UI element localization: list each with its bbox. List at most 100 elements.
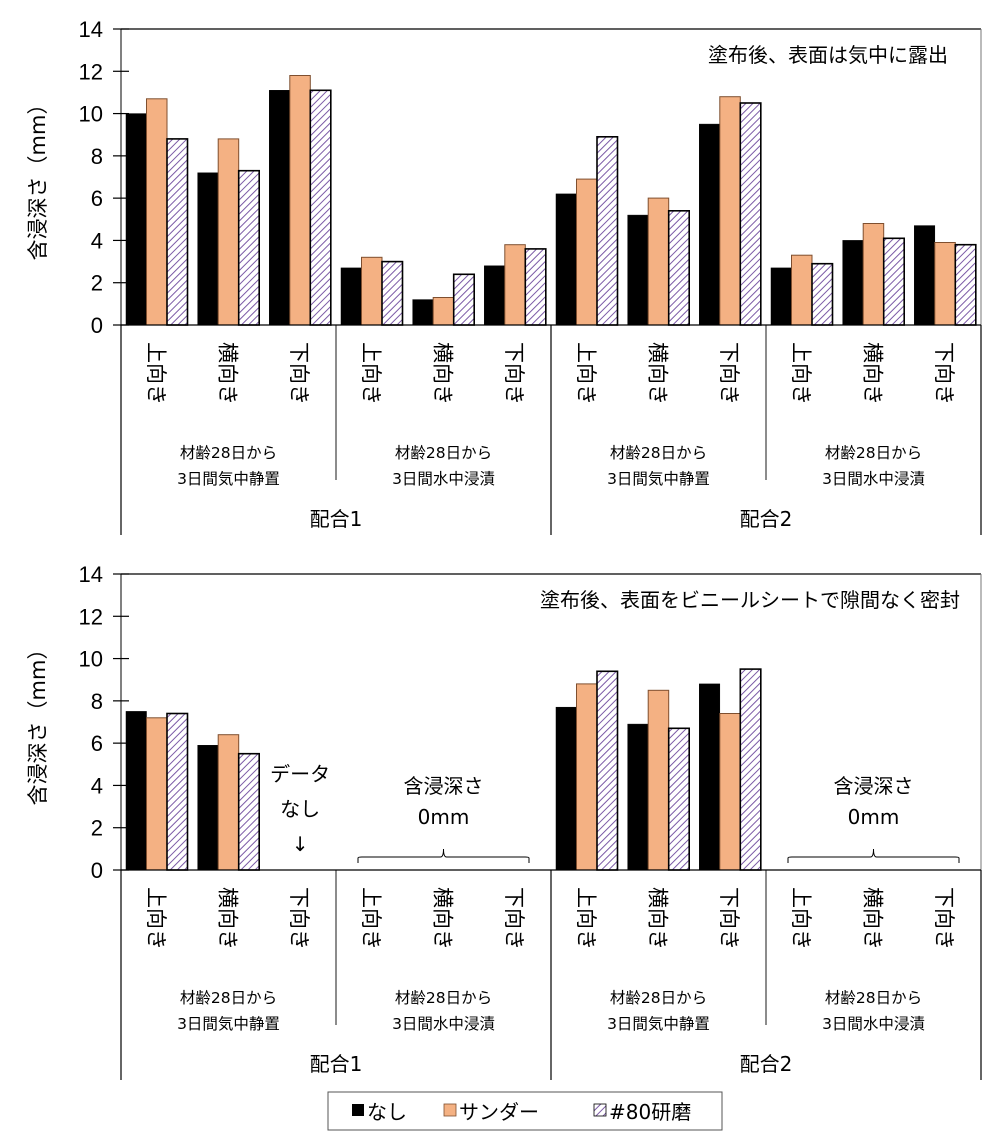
- bar-polish80: #80研磨: 5.5: [237, 752, 260, 871]
- bar-none: なし: 4.7: [914, 225, 936, 326]
- x-category-label: 上向き: [359, 887, 383, 950]
- x-category-label: 下向き: [932, 887, 956, 950]
- x-category-label: 上向き: [574, 887, 598, 950]
- y-tick-label: 2: [91, 816, 103, 841]
- x-category-label: 上向き: [144, 887, 168, 950]
- zero-depth-annotation: 0mm: [848, 805, 900, 829]
- bar-polish80: #80研磨: 3: [381, 260, 404, 326]
- x-category-label: 上向き: [144, 342, 168, 405]
- chart-title: 塗布後、表面は気中に露出: [708, 43, 948, 67]
- subgroup-label-line2: 3日間気中静置: [607, 1015, 710, 1033]
- bar-none: なし: 5.2: [627, 214, 649, 326]
- group-label: 配合2: [740, 507, 793, 531]
- legend-swatch-sander: [443, 1103, 457, 1117]
- y-tick-label: 10: [79, 647, 103, 672]
- bar-sander: サンダー: 7.4: [719, 713, 741, 871]
- y-tick-label: 12: [79, 59, 103, 84]
- x-category-label: 横向き: [216, 342, 240, 405]
- x-category-label: 横向き: [646, 887, 670, 950]
- bar-sander: サンダー: 6: [647, 197, 670, 326]
- legend-label-hatch: #80研磨: [609, 1100, 691, 1124]
- bar-polish80: #80研磨: 2.9: [811, 262, 834, 326]
- bar-sander: サンダー: 8.5: [647, 689, 670, 871]
- bar-polish80: #80研磨: 8.9: [596, 136, 619, 326]
- bar-none: なし: 11.1: [269, 90, 291, 326]
- bar-polish80: #80研磨: 10.5: [739, 102, 762, 326]
- bar-sander: サンダー: 10.7: [146, 98, 168, 326]
- bar-none: なし: 2.8: [484, 265, 506, 326]
- bar-polish80: #80研磨: 7.4: [166, 712, 189, 871]
- subgroup-label-line2: 3日間水中浸漬: [392, 1015, 495, 1033]
- bar-sander: サンダー: 6.4: [217, 734, 240, 871]
- x-category-label: 下向き: [287, 887, 311, 950]
- legend-label-none: なし: [367, 1100, 407, 1124]
- y-tick-label: 8: [91, 144, 103, 169]
- legend-box: [327, 1091, 723, 1131]
- y-tick-label: 14: [79, 17, 103, 42]
- subgroup-label-line1: 材齢28日から: [180, 989, 277, 1007]
- group-label: 配合1: [310, 1052, 363, 1076]
- bar-sander: サンダー: 11.8: [289, 75, 311, 326]
- bar-polish80: #80研磨: 4.1: [882, 237, 906, 326]
- zero-depth-annotation: 含浸深さ: [834, 774, 914, 798]
- x-category-label: 下向き: [502, 887, 526, 950]
- bar-none: なし: 10: [125, 113, 147, 326]
- bar-none: なし: 9.5: [699, 123, 721, 326]
- x-category-label: 横向き: [431, 887, 455, 950]
- bar-sander: サンダー: 4.8: [862, 223, 885, 326]
- bar-polish80: #80研磨: 3.8: [954, 243, 977, 326]
- bar-polish80: #80研磨: 2.4: [452, 273, 476, 326]
- x-category-label: 横向き: [216, 887, 240, 950]
- legend: なし サンダー #80研磨: [327, 1091, 723, 1131]
- bar-sander: サンダー: 10.8: [719, 96, 741, 326]
- subgroup-label-line1: 材齢28日から: [395, 444, 492, 462]
- zero-depth-annotation: 含浸深さ: [404, 774, 484, 798]
- subgroup-label-line1: 材齢28日から: [180, 444, 277, 462]
- bar-polish80: #80研磨: 8.8: [166, 138, 189, 326]
- y-tick-label: 14: [79, 562, 103, 587]
- x-category-label: 下向き: [502, 342, 526, 405]
- subgroup-label-line1: 材齢28日から: [825, 444, 922, 462]
- y-tick-label: 0: [91, 858, 103, 883]
- bar-sander: サンダー: 7.2: [146, 717, 168, 871]
- bar-polish80: #80研磨: 6.7: [667, 727, 691, 871]
- no-data-annotation: データ: [270, 762, 330, 786]
- chart-bottom: 塗布後、表面をビニールシートで隙間なく密封 含浸深さ（mm） 0 2 4 6 8 10 12…: [26, 562, 982, 1080]
- y-tick-label: 8: [91, 689, 103, 714]
- group-label: 配合1: [310, 507, 363, 531]
- bar-none: なし: 6.2: [555, 193, 577, 326]
- legend-label-sander: サンダー: [459, 1100, 539, 1124]
- subgroup-label-line1: 材齢28日から: [825, 989, 922, 1007]
- bar-polish80: #80研磨: 11.1: [309, 89, 332, 326]
- bar-polish80: #80研磨: 9.5: [739, 668, 762, 871]
- y-axis-label: 含浸深さ（mm）: [26, 94, 50, 261]
- legend-swatch-hatch: [593, 1103, 607, 1117]
- bar-none: なし: 7.2: [197, 172, 219, 326]
- chart-title: 塗布後、表面をビニールシートで隙間なく密封: [540, 588, 960, 612]
- y-axis-label: 含浸深さ（mm）: [26, 639, 50, 806]
- subgroup-label-line2: 3日間気中静置: [177, 470, 280, 488]
- bar-sander: サンダー: 8.8: [217, 138, 240, 326]
- x-category-label: 横向き: [861, 887, 885, 950]
- legend-swatch-none: [352, 1104, 364, 1116]
- y-tick-label: 6: [91, 186, 103, 211]
- bar-polish80: #80研磨: 3.6: [524, 248, 547, 326]
- bar-none: なし: 7.7: [555, 706, 577, 871]
- subgroup-label-line2: 3日間気中静置: [607, 470, 710, 488]
- bar-none: なし: 6.9: [627, 723, 649, 871]
- y-tick-label: 4: [91, 228, 103, 253]
- y-tick-label: 12: [79, 604, 103, 629]
- no-data-annotation: なし: [280, 797, 320, 821]
- y-tick-label: 6: [91, 731, 103, 756]
- brace-mark: [357, 848, 530, 863]
- bar-sander: サンダー: 6.9: [576, 178, 598, 326]
- x-category-label: 横向き: [431, 342, 455, 405]
- chart-top: 塗布後、表面は気中に露出 含浸深さ（mm） 0 2 4 6 8 10 12 14 なし: 10 な…: [26, 17, 982, 535]
- x-category-label: 上向き: [574, 342, 598, 405]
- y-tick-label: 0: [91, 313, 103, 338]
- bar-sander: サンダー: 3.8: [504, 244, 526, 326]
- zero-depth-annotation: 0mm: [418, 805, 470, 829]
- group-label: 配合2: [740, 1052, 793, 1076]
- x-category-label: 横向き: [861, 342, 885, 405]
